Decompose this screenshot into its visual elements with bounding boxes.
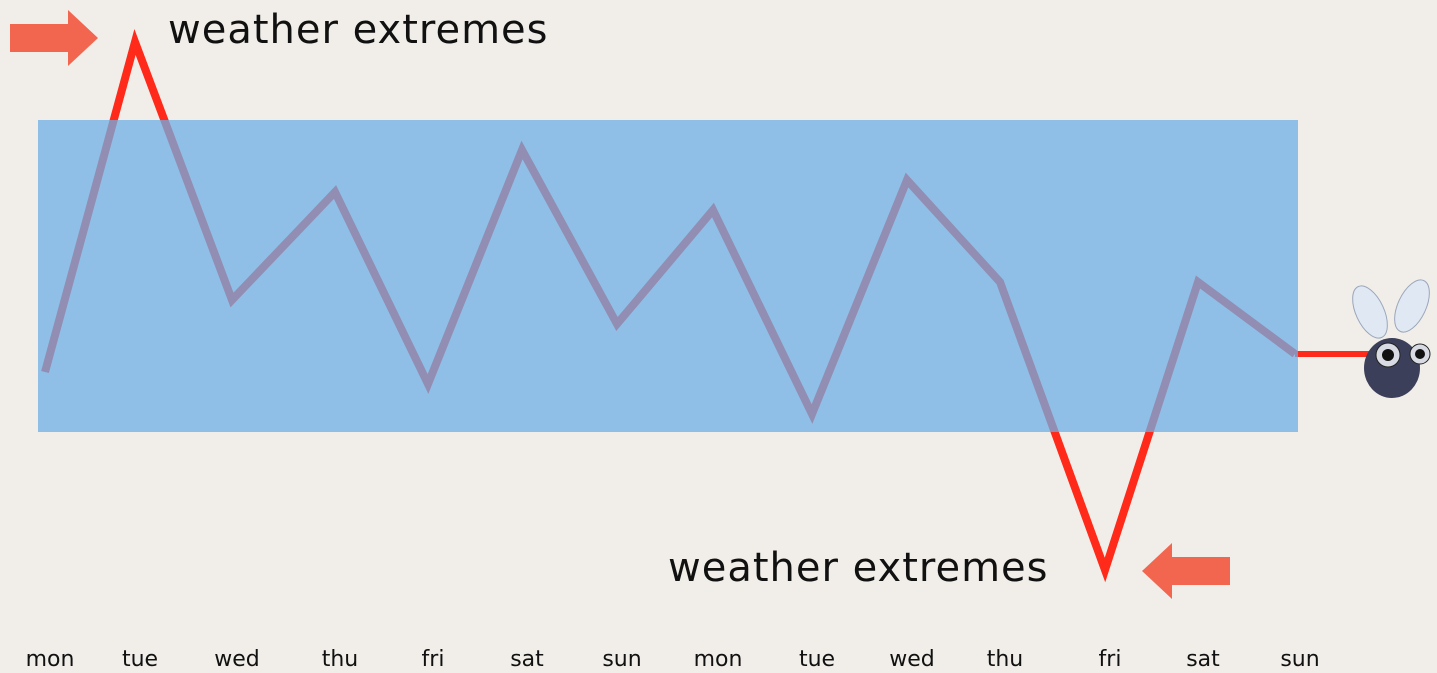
x-tick-label: sun <box>1280 647 1319 672</box>
x-tick-label: thu <box>322 647 359 672</box>
annotation: weather extremes <box>168 7 549 53</box>
x-tick-label: wed <box>889 647 935 672</box>
x-tick-label: mon <box>26 647 75 672</box>
x-tick-label: tue <box>799 647 835 672</box>
x-tick-label: thu <box>987 647 1024 672</box>
x-tick-label: mon <box>694 647 743 672</box>
x-tick-label: sat <box>1186 647 1220 672</box>
x-tick-label: fri <box>1099 647 1122 672</box>
x-tick-label: sat <box>510 647 544 672</box>
x-tick-label: fri <box>422 647 445 672</box>
annotation: weather extremes <box>668 545 1049 591</box>
x-tick-label: tue <box>122 647 158 672</box>
normal-range-band <box>38 120 1298 432</box>
x-tick-label: wed <box>214 647 260 672</box>
x-tick-label: sun <box>602 647 641 672</box>
chart: weather extremes weather extremes mon tue… <box>0 0 1437 673</box>
